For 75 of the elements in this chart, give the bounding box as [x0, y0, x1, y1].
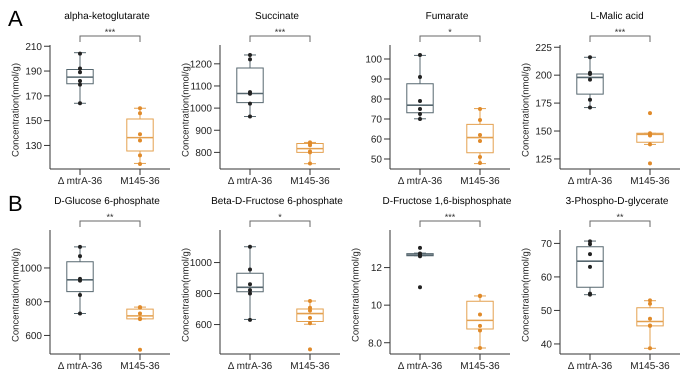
y-tick-label: 600 — [195, 320, 212, 332]
text: * — [278, 212, 282, 222]
x-tick-label: M145-36 — [290, 361, 330, 372]
text: * — [448, 27, 452, 37]
y-tick-label: 8.0 — [368, 338, 382, 350]
text: *** — [444, 212, 456, 222]
y-tick-label: 60 — [540, 272, 552, 284]
text: *** — [274, 27, 286, 37]
chart-title: D-Fructose 1,6-bisphosphate — [382, 195, 512, 209]
chart-title: alpha-ketoglutarate — [64, 11, 150, 22]
x-tick-label: Δ mtrA-36 — [568, 176, 613, 188]
y-tick-label: 150 — [535, 126, 552, 138]
x-tick-label: Δ mtrA-36 — [228, 176, 273, 188]
y-tick-label: 225 — [535, 42, 552, 54]
text: *** — [104, 27, 116, 37]
chart-title: Succinate — [254, 10, 300, 24]
y-tick-label: 1000 — [190, 104, 212, 115]
y-tick-label: 200 — [535, 70, 552, 82]
text: ** — [616, 212, 624, 222]
y-tick-label: 40 — [540, 339, 552, 350]
y-tick-label: 90 — [370, 74, 382, 86]
y-tick-label: 125 — [535, 154, 552, 166]
y-tick-label: 70 — [540, 238, 552, 250]
y-tick-label: 175 — [535, 98, 552, 110]
y-tick-label: 80 — [370, 94, 382, 106]
chart-title: D-Glucose 6-phosphate — [54, 196, 160, 207]
x-tick-label: Δ mtrA-36 — [228, 361, 273, 372]
y-tick-label: 130 — [25, 140, 42, 152]
y-tick-label: 800 — [25, 297, 42, 308]
x-tick-label: M145-36 — [460, 176, 500, 188]
y-tick-label: 1000 — [190, 258, 212, 270]
chart-title: L-Malic acid — [589, 10, 645, 24]
y-tick-label: 10 — [370, 300, 382, 312]
text: A — [8, 6, 23, 32]
y-axis-title: Concentration(nmol/g) — [350, 248, 362, 342]
y-tick-label: 800 — [195, 289, 212, 300]
x-tick-label: M145-36 — [290, 176, 330, 188]
x-tick-label: M145-36 — [460, 361, 500, 372]
x-tick-label: Δ mtrA-36 — [398, 176, 443, 188]
x-tick-label: Δ mtrA-36 — [568, 361, 613, 372]
y-tick-label: 800 — [195, 148, 212, 159]
y-tick-label: 150 — [25, 116, 42, 128]
x-tick-label: Δ mtrA-36 — [58, 176, 103, 188]
y-axis-title: Concentration(nmol/g) — [520, 248, 532, 342]
y-tick-label: 600 — [25, 330, 42, 342]
x-tick-label: M145-36 — [630, 176, 670, 188]
y-tick-label: 70 — [370, 114, 382, 126]
y-tick-label: 170 — [25, 91, 42, 102]
y-tick-label: 1100 — [190, 82, 212, 93]
y-tick-label: 210 — [25, 42, 42, 53]
y-tick-label: 12 — [370, 263, 382, 274]
chart-title: 3-Phospho-D-glycerate — [564, 195, 670, 209]
text: B — [8, 191, 23, 217]
text: *** — [614, 27, 626, 37]
x-tick-label: M145-36 — [630, 361, 670, 372]
x-tick-label: Δ mtrA-36 — [58, 361, 103, 372]
x-tick-label: M145-36 — [120, 176, 160, 188]
x-tick-label: Δ mtrA-36 — [398, 361, 443, 372]
y-tick-label: 60 — [370, 134, 382, 146]
text: ** — [106, 212, 114, 222]
y-tick-label: 1200 — [190, 59, 212, 70]
y-tick-label: 1000 — [20, 264, 42, 275]
y-tick-label: 900 — [195, 126, 212, 137]
y-tick-label: 50 — [540, 306, 552, 317]
y-axis-title: Concentration(nmol/g) — [180, 63, 192, 157]
y-tick-label: 50 — [370, 154, 382, 166]
chart-title: Beta-D-Fructose 6-phosphate — [210, 195, 344, 209]
y-tick-label: 190 — [25, 66, 42, 78]
chart-title: Fumarate — [424, 10, 470, 24]
x-tick-label: M145-36 — [120, 361, 160, 372]
y-axis-title: Concentration(nmol/g) — [180, 248, 192, 342]
y-axis-title: Concentration(nmol/g) — [520, 63, 532, 157]
y-axis-title: Concentration(nmol/g) — [10, 63, 22, 157]
y-tick-label: 100 — [365, 54, 382, 66]
y-axis-title: Concentration(nmol/g) — [10, 248, 22, 342]
